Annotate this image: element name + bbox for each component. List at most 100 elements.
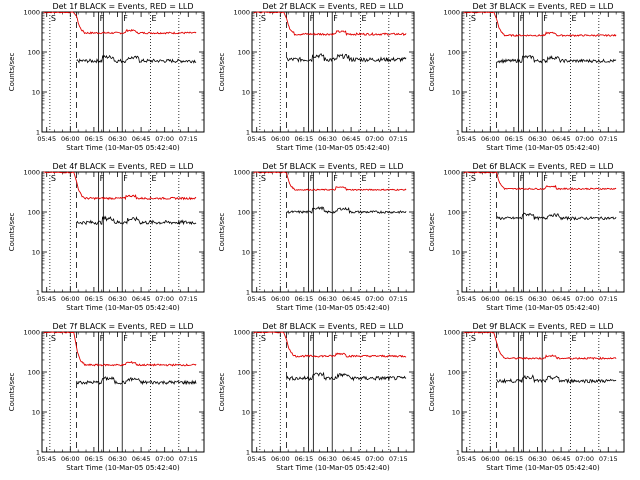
x-tick-label: 06:00	[61, 135, 80, 143]
events-series-line	[286, 53, 407, 63]
plot-frame	[41, 11, 205, 133]
flag-label: F	[100, 174, 105, 183]
events-series-line	[496, 374, 617, 384]
chart-panel-6: Det 6f BLACK = Events, RED = LLD 1 10 100 10…	[428, 162, 625, 312]
x-tick-label: 07:00	[365, 455, 384, 463]
x-tick-label: 06:00	[61, 455, 80, 463]
x-tick-label: 06:15	[295, 295, 314, 303]
chart-title: Det 1f BLACK = Events, RED = LLD	[52, 2, 193, 11]
x-tick-label: 06:45	[132, 295, 151, 303]
x-tick-label: 06:15	[295, 455, 314, 463]
x-tick-label: 06:30	[108, 135, 127, 143]
x-axis-label: Start Time (10-Mar-05 05:42:40)	[66, 464, 180, 472]
chart-title: Det 4f BLACK = Events, RED = LLD	[52, 162, 193, 171]
chart-panel-5: Det 5f BLACK = Events, RED = LLD 1 10 100 10…	[218, 162, 415, 312]
flag-label: S	[261, 334, 266, 343]
flag-label: E	[152, 174, 157, 183]
chart-title: Det 3f BLACK = Events, RED = LLD	[472, 2, 613, 11]
plot-frame	[41, 331, 205, 453]
y-tick-label: 100	[28, 209, 40, 217]
y-axis-label: Counts/sec	[8, 213, 16, 252]
plot-frame	[461, 331, 625, 453]
x-tick-label: 07:15	[179, 295, 198, 303]
x-tick-label: 07:00	[155, 455, 174, 463]
x-tick-label: 06:15	[85, 455, 104, 463]
y-tick-label: 1000	[23, 169, 40, 177]
y-tick-label: 1	[456, 449, 460, 457]
events-series-line	[76, 215, 197, 226]
x-axis-label: Start Time (10-Mar-05 05:42:40)	[486, 464, 600, 472]
x-tick-label: 06:45	[552, 295, 571, 303]
flag-label: S	[471, 14, 476, 23]
flag-label: S	[51, 174, 56, 183]
events-series-line	[496, 212, 617, 221]
flag-label: F	[310, 334, 315, 343]
x-tick-label: 07:15	[389, 455, 408, 463]
lld-series-line	[253, 11, 407, 37]
chart-panel-3: Det 3f BLACK = Events, RED = LLD 1 10 100 10…	[428, 2, 625, 152]
chart-panel-7: Det 7f BLACK = Events, RED = LLD 1 10 100 10…	[8, 322, 205, 472]
x-tick-label: 07:00	[155, 295, 174, 303]
y-tick-label: 1	[246, 289, 250, 297]
y-axis-label: Counts/sec	[428, 53, 436, 92]
x-tick-label: 06:00	[61, 295, 80, 303]
x-tick-label: 07:15	[599, 455, 618, 463]
y-tick-label: 10	[242, 89, 250, 97]
flag-label: S	[51, 334, 56, 343]
x-tick-label: 05:45	[247, 455, 266, 463]
x-tick-label: 07:15	[599, 295, 618, 303]
y-tick-label: 1000	[233, 169, 250, 177]
lld-series-line	[43, 11, 197, 35]
flag-label: F	[333, 334, 338, 343]
x-axis-label: Start Time (10-Mar-05 05:42:40)	[66, 304, 180, 312]
x-tick-label: 07:15	[179, 135, 198, 143]
events-series-line	[286, 371, 407, 382]
x-tick-label: 06:30	[528, 455, 547, 463]
x-tick-label: 07:15	[389, 135, 408, 143]
x-tick-label: 06:45	[342, 295, 361, 303]
x-tick-label: 07:15	[179, 455, 198, 463]
lld-series-line	[43, 171, 197, 201]
x-tick-label: 05:45	[457, 455, 476, 463]
x-tick-label: 05:45	[247, 295, 266, 303]
x-tick-label: 06:30	[528, 295, 547, 303]
y-tick-label: 10	[242, 249, 250, 257]
x-tick-label: 06:30	[528, 135, 547, 143]
lld-series-line	[463, 11, 617, 37]
y-tick-label: 1	[246, 449, 250, 457]
x-tick-label: 06:15	[505, 455, 524, 463]
x-tick-label: 06:45	[342, 455, 361, 463]
y-tick-label: 1000	[443, 169, 460, 177]
x-tick-label: 06:15	[295, 135, 314, 143]
flag-label: F	[333, 14, 338, 23]
y-tick-label: 1000	[233, 329, 250, 337]
y-tick-label: 100	[238, 369, 250, 377]
chart-panel-4: Det 4f BLACK = Events, RED = LLD 1 10 100 10…	[8, 162, 205, 312]
x-tick-label: 07:15	[389, 295, 408, 303]
x-tick-label: 06:30	[108, 455, 127, 463]
x-axis-label: Start Time (10-Mar-05 05:42:40)	[276, 144, 390, 152]
x-tick-label: 05:45	[37, 135, 56, 143]
x-tick-label: 07:00	[575, 295, 594, 303]
plot-frame	[461, 11, 625, 133]
x-tick-label: 06:00	[271, 135, 290, 143]
y-tick-label: 100	[238, 49, 250, 57]
flag-label: F	[123, 334, 128, 343]
flag-label: S	[51, 14, 56, 23]
y-tick-label: 1000	[23, 9, 40, 17]
x-tick-label: 06:00	[271, 455, 290, 463]
flag-label: F	[520, 174, 525, 183]
chart-panel-8: Det 8f BLACK = Events, RED = LLD 1 10 100 10…	[218, 322, 415, 472]
chart-title: Det 9f BLACK = Events, RED = LLD	[472, 322, 613, 331]
x-axis-label: Start Time (10-Mar-05 05:42:40)	[66, 144, 180, 152]
x-tick-label: 05:45	[247, 135, 266, 143]
chart-title: Det 5f BLACK = Events, RED = LLD	[262, 162, 403, 171]
chart-title: Det 8f BLACK = Events, RED = LLD	[262, 322, 403, 331]
lld-series-line	[43, 331, 197, 367]
x-tick-label: 06:45	[552, 135, 571, 143]
y-tick-label: 10	[32, 89, 40, 97]
chart-title: Det 7f BLACK = Events, RED = LLD	[52, 322, 193, 331]
lld-series-line	[253, 331, 407, 358]
lld-series-line	[463, 171, 617, 191]
y-tick-label: 100	[238, 209, 250, 217]
